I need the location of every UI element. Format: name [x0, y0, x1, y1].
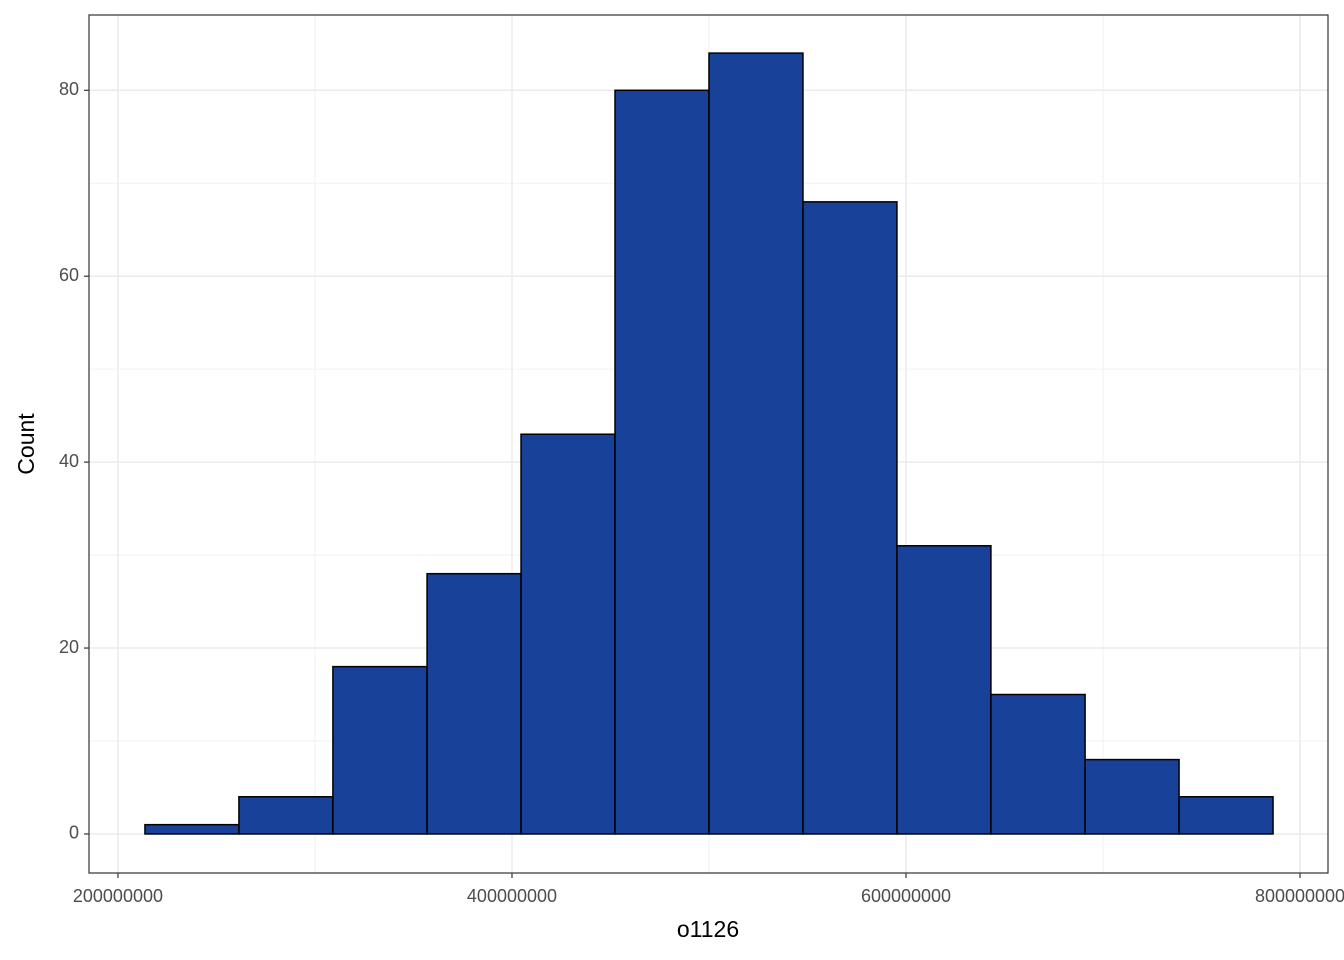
- bar: [896, 545, 992, 835]
- y-tick-label: 80: [59, 79, 79, 99]
- bar: [238, 796, 334, 835]
- bar: [802, 201, 898, 835]
- y-tick-label: 20: [59, 637, 79, 657]
- panel-border: [88, 14, 1329, 874]
- bar: [426, 572, 522, 835]
- bar: [1178, 796, 1274, 835]
- x-tick-label: 800000000: [1255, 886, 1344, 906]
- bar: [614, 89, 710, 835]
- bar: [708, 52, 804, 835]
- y-axis-title: Count: [13, 413, 39, 475]
- y-tick-label: 40: [59, 451, 79, 471]
- bar: [1084, 758, 1180, 835]
- x-tick-label: 400000000: [467, 886, 557, 906]
- x-axis-title: o1126: [677, 916, 739, 942]
- bar: [990, 693, 1086, 835]
- y-tick-label: 0: [69, 823, 79, 843]
- bar: [144, 823, 240, 835]
- x-tick-label: 600000000: [861, 886, 951, 906]
- bar: [332, 665, 428, 835]
- y-tick-label: 60: [59, 265, 79, 285]
- bar: [520, 433, 616, 835]
- x-tick-label: 200000000: [73, 886, 163, 906]
